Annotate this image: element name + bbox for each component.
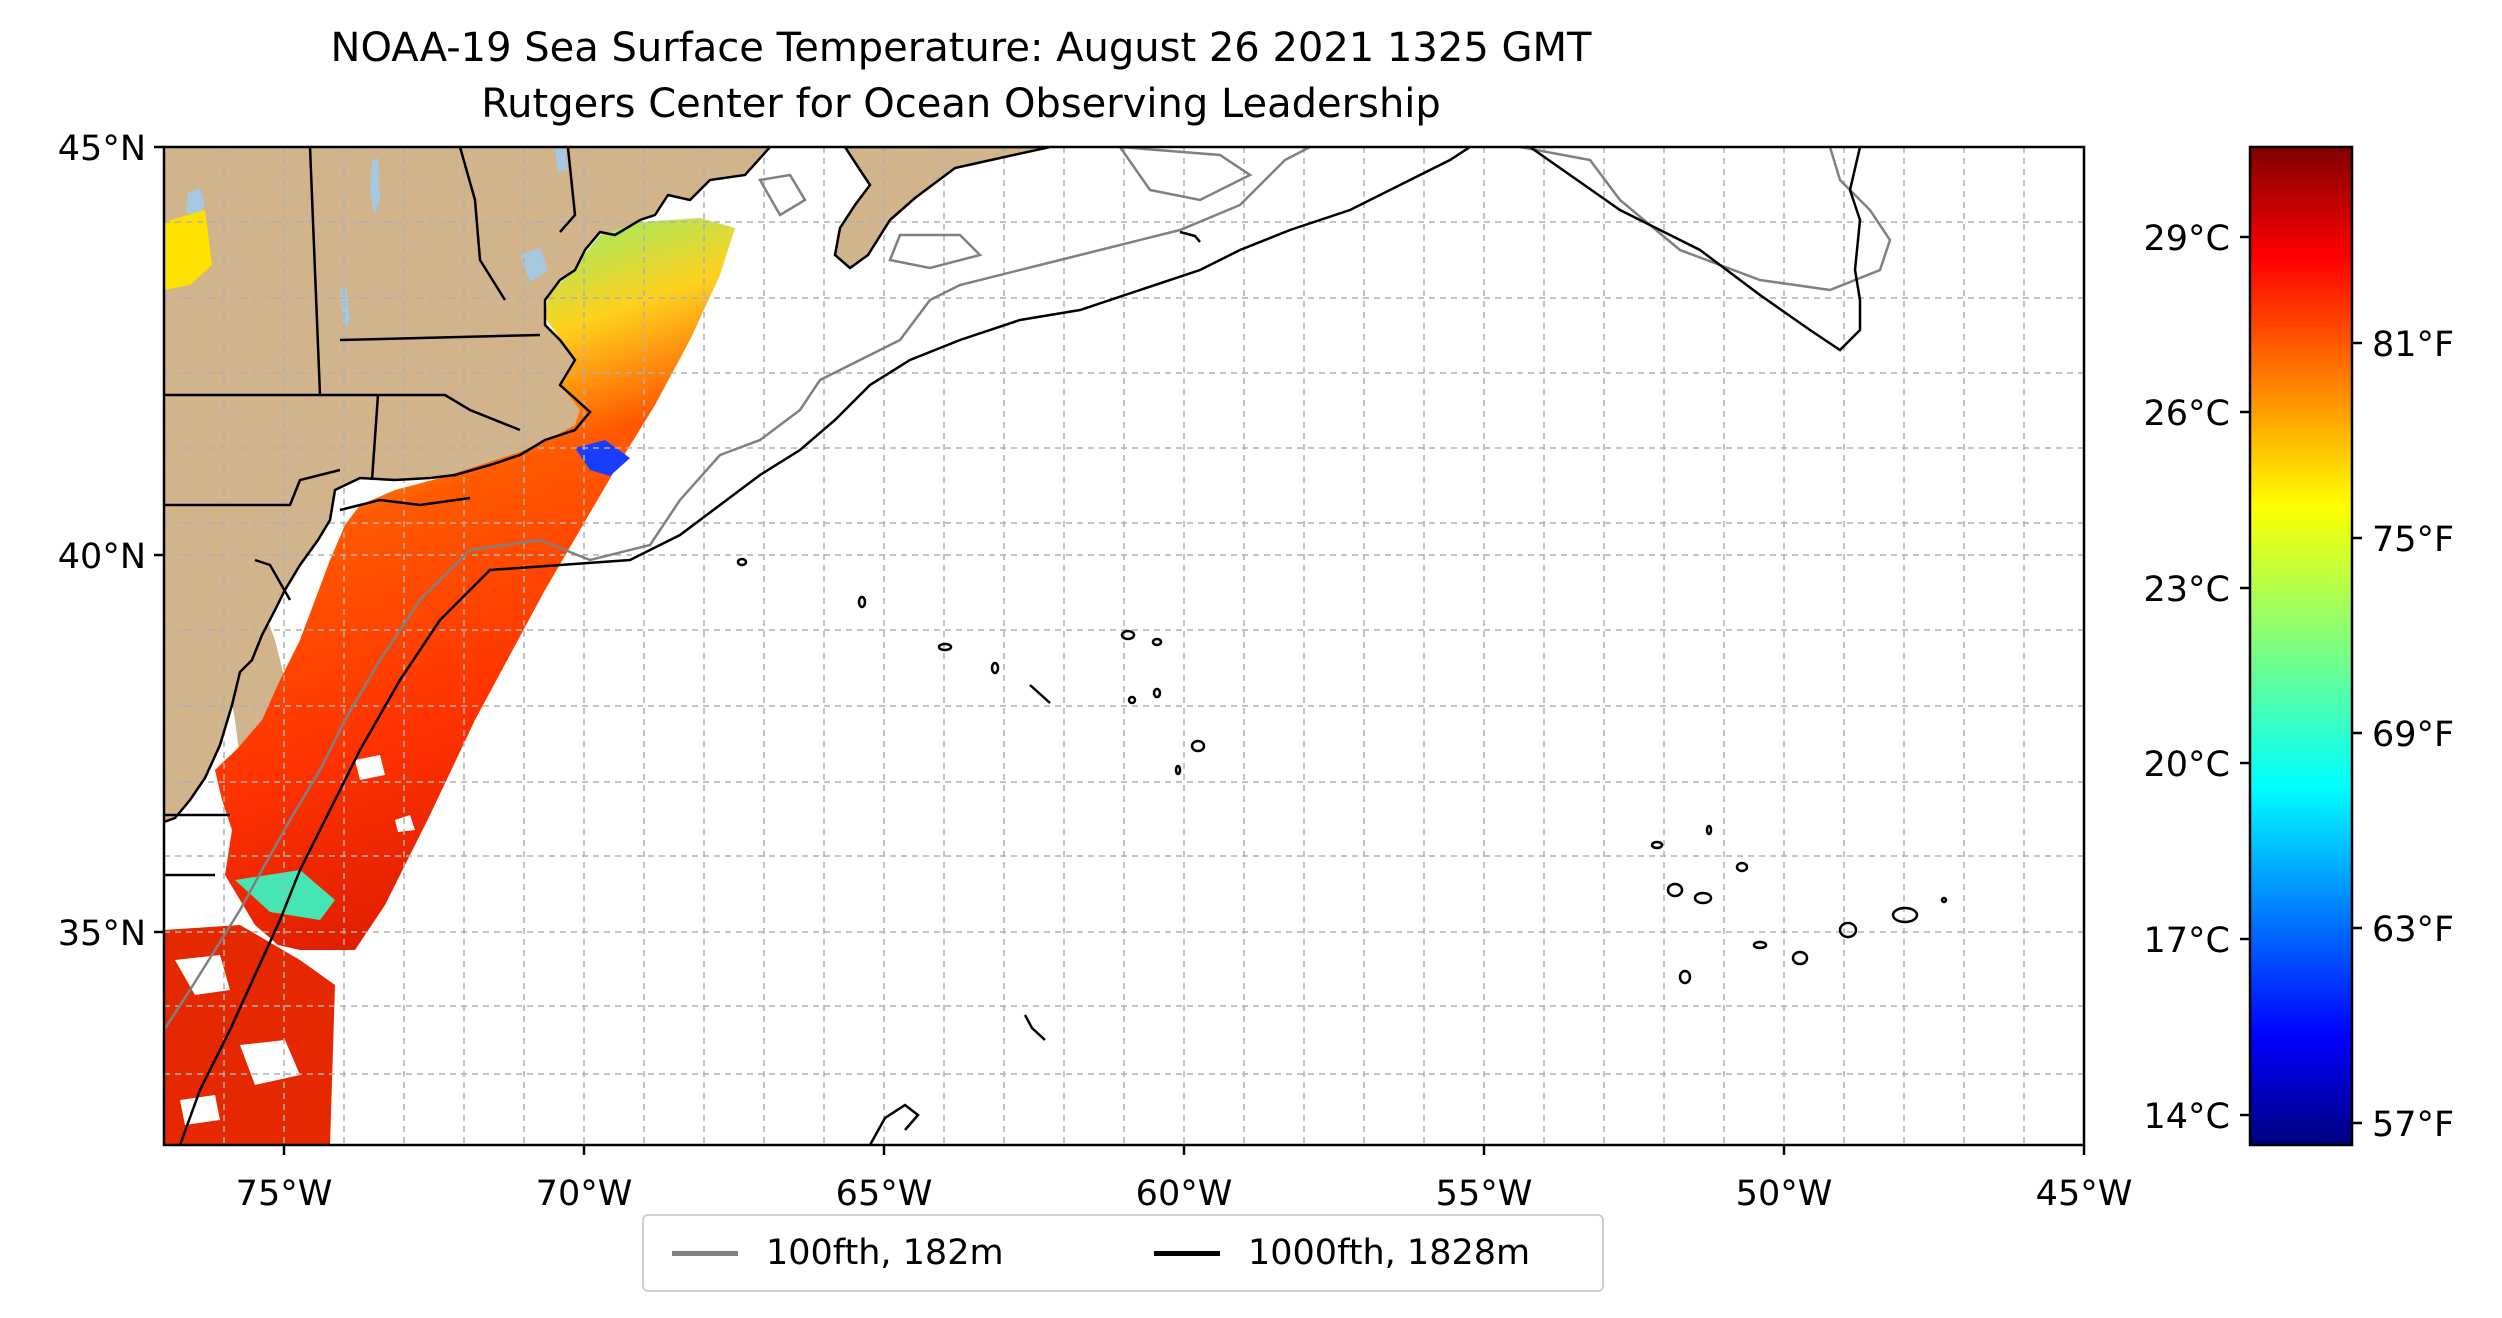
fahrenheit-label: 69°F — [2372, 715, 2454, 755]
coastline — [164, 147, 1051, 824]
legend-label: 100fth, 182m — [766, 1233, 1004, 1273]
y-tick-label: 35°N — [58, 914, 146, 954]
sst-patch-inland — [164, 210, 212, 290]
seamounts — [736, 557, 1948, 1041]
x-tick-label: 60°W — [1136, 1174, 1233, 1214]
legend-swatch — [1154, 1250, 1220, 1256]
x-tick-label: 75°W — [236, 1174, 333, 1214]
land-nova-scotia — [835, 147, 1050, 268]
colorbar-celsius-labels: 29°C 26°C 23°C 20°C 17°C 14°C — [2144, 219, 2230, 1137]
x-tick-label: 45°W — [2036, 1174, 2133, 1214]
colorbar-fahrenheit-ticks — [2352, 341, 2362, 1125]
fahrenheit-label: 81°F — [2372, 325, 2454, 365]
x-tick-label: 55°W — [1436, 1174, 1533, 1214]
x-tick-label: 70°W — [536, 1174, 633, 1214]
y-tick-label: 45°N — [58, 129, 146, 169]
colorbar — [2248, 145, 2354, 1147]
isobath-100fth — [164, 147, 1892, 1031]
legend-item-100fth: 100fth, 182m — [672, 1216, 1004, 1290]
y-ticks — [154, 145, 164, 934]
x-tick-labels: 75°W 70°W 65°W 60°W 55°W 50°W 45°W — [236, 1174, 2133, 1214]
x-tick-label: 50°W — [1736, 1174, 1833, 1214]
celsius-label: 20°C — [2144, 745, 2230, 785]
land-mainland — [164, 147, 770, 822]
y-tick-labels: 45°N 40°N 35°N — [58, 129, 146, 954]
sst-cool-strip — [235, 870, 335, 920]
lakes — [186, 148, 568, 330]
colorbar-celsius-ticks — [2240, 235, 2250, 1117]
fahrenheit-label: 63°F — [2372, 910, 2454, 950]
x-tick-label: 65°W — [836, 1174, 933, 1214]
y-tick-label: 40°N — [58, 537, 146, 577]
legend: 100fth, 182m 1000fth, 1828m — [642, 1214, 1604, 1292]
celsius-label: 23°C — [2144, 570, 2230, 610]
celsius-label: 17°C — [2144, 921, 2230, 961]
colorbar-fahrenheit-labels: 81°F 75°F 69°F 63°F 57°F — [2372, 325, 2454, 1145]
isobath-1000fth — [178, 147, 1862, 1145]
map-panel — [164, 147, 2084, 1145]
fahrenheit-label: 57°F — [2372, 1105, 2454, 1145]
celsius-label: 26°C — [2144, 394, 2230, 434]
x-ticks — [282, 1145, 2086, 1155]
celsius-label: 14°C — [2144, 1097, 2230, 1137]
fahrenheit-label: 75°F — [2372, 520, 2454, 560]
chart-subtitle: Rutgers Center for Ocean Observing Leade… — [481, 81, 1441, 127]
sst-cold-spot — [575, 440, 630, 476]
chart-title: NOAA-19 Sea Surface Temperature: August … — [330, 25, 1592, 71]
plot-frame — [162, 145, 2086, 1147]
legend-label: 1000fth, 1828m — [1248, 1233, 1531, 1273]
legend-item-1000fth: 1000fth, 1828m — [1154, 1216, 1530, 1290]
celsius-label: 29°C — [2144, 219, 2230, 259]
legend-swatch — [672, 1250, 738, 1256]
state-borders — [164, 147, 577, 877]
